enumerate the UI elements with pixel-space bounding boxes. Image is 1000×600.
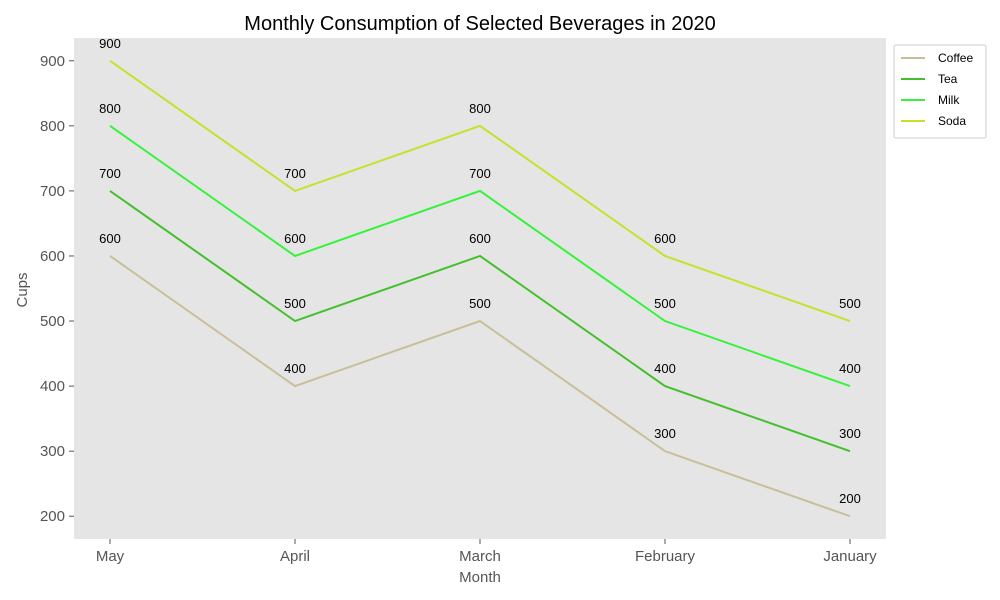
- data-label: 400: [654, 361, 676, 376]
- y-tick-label: 500: [40, 313, 65, 330]
- legend-label: Soda: [938, 114, 966, 128]
- x-tick-label: April: [280, 548, 310, 565]
- legend-label: Coffee: [938, 51, 973, 65]
- x-axis-label: Month: [459, 569, 501, 586]
- y-tick-label: 200: [40, 508, 65, 525]
- y-axis-label: Cups: [14, 272, 31, 307]
- data-label: 300: [654, 426, 676, 441]
- data-label: 500: [284, 296, 306, 311]
- data-label: 600: [469, 231, 491, 246]
- plot-area: [74, 38, 886, 539]
- y-tick-label: 600: [40, 248, 65, 265]
- data-label: 500: [839, 296, 861, 311]
- series-line-milk: [109, 125, 851, 388]
- legend: Coffee Tea Milk Soda: [893, 44, 987, 139]
- data-label: 500: [654, 296, 676, 311]
- legend-label: Milk: [938, 93, 960, 107]
- x-tick-label: February: [635, 548, 696, 565]
- y-tick-label: 800: [40, 118, 65, 135]
- data-label: 900: [99, 36, 121, 51]
- y-tick-label: 300: [40, 443, 65, 460]
- series-line-coffee: [109, 255, 851, 518]
- x-axis: May April March February January: [96, 539, 877, 565]
- data-label: 400: [839, 361, 861, 376]
- x-tick-label: January: [823, 548, 877, 565]
- data-labels: 600 400 500 300 200 700 500 600 400 300 800 600 700 5…: [99, 36, 861, 506]
- legend-label: Tea: [938, 72, 958, 86]
- data-label: 300: [839, 426, 861, 441]
- series-line-tea: [109, 190, 851, 453]
- x-tick-label: March: [459, 548, 501, 565]
- x-tick-label: May: [96, 548, 125, 565]
- data-label: 800: [99, 101, 121, 116]
- series-layer: [109, 59, 851, 518]
- data-label: 500: [469, 296, 491, 311]
- y-tick-label: 700: [40, 183, 65, 200]
- data-label: 400: [284, 361, 306, 376]
- y-tick-label: 400: [40, 378, 65, 395]
- data-label: 800: [469, 101, 491, 116]
- legend-box: [893, 44, 987, 139]
- data-label: 700: [284, 166, 306, 181]
- y-axis: 200 300 400 500 600 700 800 900: [40, 53, 74, 525]
- data-label: 700: [99, 166, 121, 181]
- y-tick-label: 900: [40, 53, 65, 70]
- chart-title: Monthly Consumption of Selected Beverage…: [244, 13, 715, 35]
- data-label: 600: [284, 231, 306, 246]
- data-label: 600: [654, 231, 676, 246]
- data-label: 600: [99, 231, 121, 246]
- data-label: 200: [839, 491, 861, 506]
- data-label: 700: [469, 166, 491, 181]
- series-line-soda: [109, 59, 851, 322]
